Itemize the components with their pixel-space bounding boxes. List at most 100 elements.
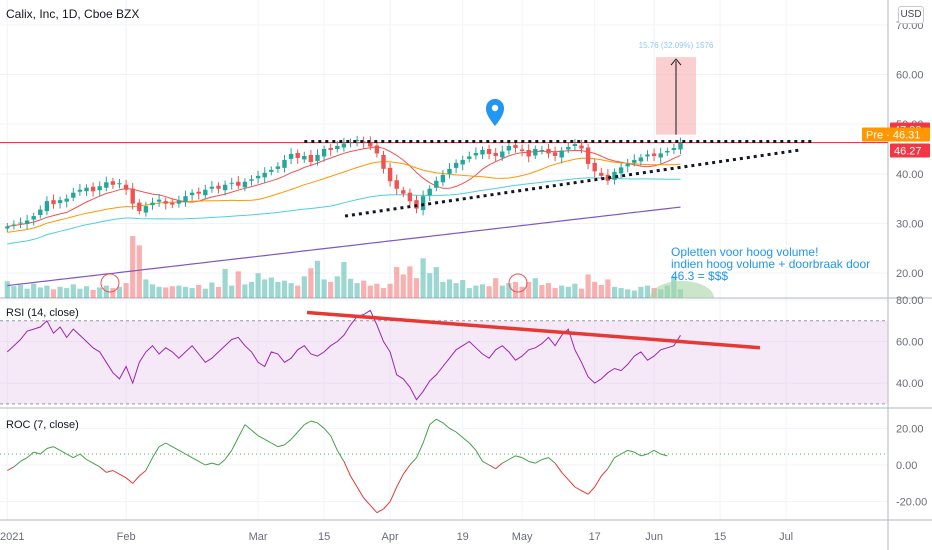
candle-body (97, 186, 102, 191)
roc-segment (634, 451, 642, 457)
candle-body (262, 172, 267, 178)
chart-title: Calix, Inc, 1D, Cboe BZX (6, 7, 139, 21)
roc-segment (119, 473, 127, 479)
pre-price-tag-bg (862, 127, 930, 142)
candle (77, 184, 83, 196)
volume-bar (57, 286, 63, 298)
candle (38, 205, 43, 219)
candle-body (196, 191, 201, 194)
roc-segment (495, 462, 503, 470)
candle-body (302, 155, 307, 160)
volume-bar (321, 279, 327, 298)
candle-body (222, 184, 228, 191)
roc-segment (350, 475, 358, 488)
location-pin-icon[interactable] (486, 99, 504, 126)
volume-bar (301, 276, 307, 298)
candles (5, 135, 683, 232)
roc-segment (297, 424, 305, 433)
pre-label: Pre · 46.31 (866, 130, 920, 142)
candle (612, 168, 617, 185)
time-tick-label: 15 (318, 531, 330, 543)
volume-bar (512, 281, 519, 298)
volume-bar (413, 278, 420, 298)
roc-segment (165, 442, 173, 448)
candle (143, 201, 149, 217)
roc-segment (528, 460, 536, 464)
candle (427, 185, 432, 202)
volume-bar (625, 289, 631, 298)
roc-segment (271, 442, 279, 448)
candle (262, 167, 267, 184)
roc-segment (138, 470, 147, 477)
volume-bar (64, 288, 70, 298)
roc-segment (198, 460, 206, 466)
roc-segment (317, 422, 325, 429)
volume-bar (255, 273, 261, 298)
candle (625, 158, 630, 173)
candle (605, 169, 611, 185)
candle (222, 180, 228, 196)
candle (31, 212, 36, 226)
volume-bar (176, 285, 182, 298)
price-tick-label: 40.00 (896, 169, 924, 181)
candle-body (255, 175, 261, 179)
candle-body (137, 202, 142, 212)
roc-segment (231, 437, 239, 451)
price-axis[interactable]: 20.0030.0040.0050.0060.0070.0040.0060.00… (896, 20, 927, 509)
candle-body (572, 144, 578, 147)
volume-bar (631, 290, 637, 298)
candle (519, 144, 525, 157)
dividend-marker-icon (650, 280, 714, 298)
volume-bar (486, 286, 492, 298)
roc-segment (356, 486, 365, 499)
roc-segment (218, 459, 226, 466)
rsi-tick-label: 60.00 (896, 337, 924, 349)
candle-body (176, 200, 182, 204)
candle-body (559, 150, 564, 158)
roc-segment (455, 431, 464, 438)
time-tick-label: Jul (779, 531, 793, 543)
volume-bar (262, 279, 268, 298)
candle-body (592, 162, 597, 172)
candle-body (638, 157, 644, 162)
candle (434, 176, 439, 192)
volume-bar (361, 280, 367, 298)
candle-body (387, 167, 393, 182)
location-pin-shape (486, 99, 504, 126)
candle (354, 135, 360, 147)
candle (216, 182, 221, 194)
candle-body (117, 183, 122, 185)
earnings-marker-icon[interactable] (508, 273, 528, 293)
volume-bar (440, 281, 446, 298)
candle-body (513, 145, 518, 149)
candle-body (612, 171, 617, 180)
candle (480, 146, 485, 160)
candle-body (671, 148, 677, 150)
roc-segment (363, 497, 371, 506)
currency-button[interactable]: USD (898, 6, 924, 24)
rsi-tick-label: 80.00 (896, 295, 924, 307)
candle-body (539, 149, 545, 151)
candle (321, 145, 327, 162)
earnings-marker-icon[interactable] (100, 273, 120, 293)
candle (328, 143, 333, 156)
candle (592, 158, 597, 178)
roc-segment (310, 420, 318, 424)
roc-segment (548, 457, 556, 464)
volume-bar (526, 281, 532, 298)
candle (183, 190, 188, 207)
candle-body (453, 162, 459, 168)
candle-body (341, 143, 347, 148)
volume-bar (202, 288, 208, 298)
rsi-band (0, 320, 888, 404)
volume-bar (545, 283, 552, 298)
roc-segment (594, 475, 602, 488)
candle (585, 144, 591, 170)
candle-body (546, 149, 551, 154)
roc-segment (26, 451, 35, 459)
candle-body (526, 149, 531, 157)
time-axis[interactable]: 2021 Feb Mar 15 Apr 19 May 17 Jun 15 Jul (0, 531, 793, 543)
volume-bar (433, 267, 439, 298)
candle-body (434, 180, 439, 188)
